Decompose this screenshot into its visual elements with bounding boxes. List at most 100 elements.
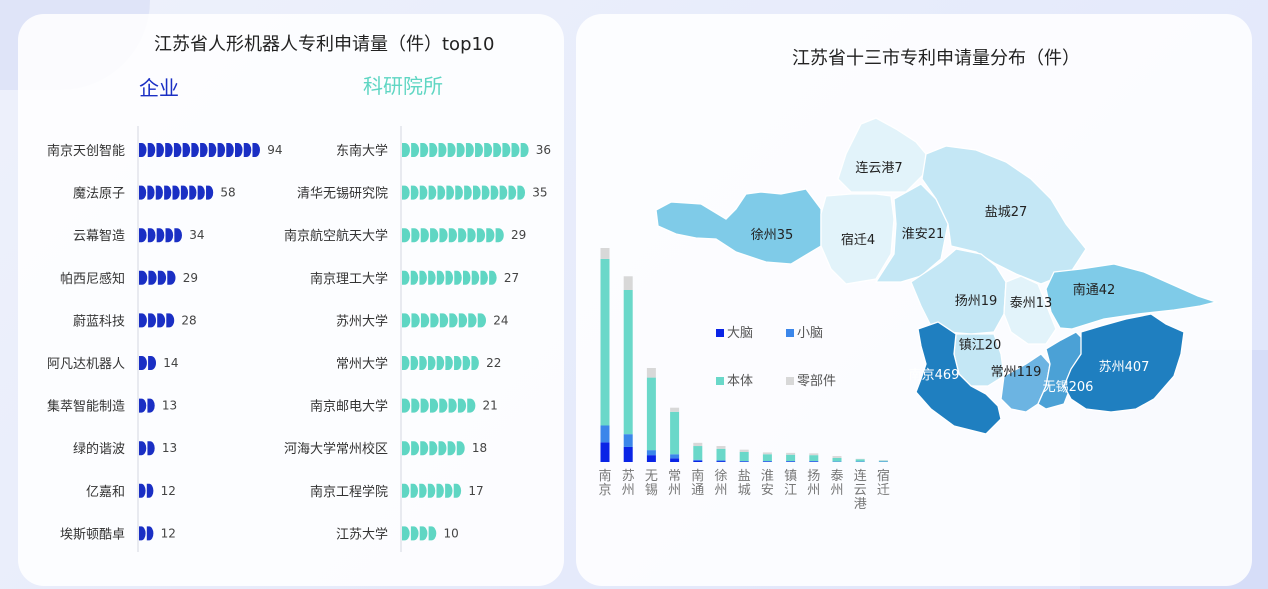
stacked-bar-segment-本体: [855, 459, 865, 462]
institute-bar-segment: [419, 356, 427, 370]
map-region-label: 连云港7: [855, 160, 902, 176]
enterprise-bar-segment: [147, 143, 156, 157]
enterprise-bar-segment: [139, 185, 147, 200]
city-axis-label: 无锡: [645, 469, 658, 498]
institute-bar-segment: [420, 441, 429, 456]
enterprise-bar-segment: [166, 313, 175, 328]
stacked-bar-segment-小脑: [693, 459, 703, 461]
enterprise-bar: [139, 313, 175, 328]
city-axis-label: 盐城: [738, 469, 751, 498]
institute-bar-segment: [436, 483, 444, 498]
stacked-bar-segment-本体: [600, 258, 610, 426]
stacked-bar-segment-本体: [670, 411, 680, 455]
stacked-bar-segment-本体: [623, 289, 633, 435]
institute-bar-segment: [447, 143, 456, 157]
institute-bar-segment: [480, 270, 488, 285]
enterprise-bar-segment: [173, 143, 182, 157]
map-region-宿迁: [820, 193, 895, 285]
stacked-bar-segment-零部件: [809, 453, 819, 456]
enterprise-bar: [139, 356, 157, 370]
stacked-bar-segment-本体: [809, 455, 819, 462]
enterprise-bar: [139, 526, 154, 541]
enterprise-bar-segment: [146, 526, 154, 541]
enterprise-bar-segment: [189, 185, 197, 200]
institute-bar-segment: [402, 356, 410, 370]
stacked-bar-segment-零部件: [716, 446, 726, 449]
stacked-bar-segment-零部件: [832, 456, 842, 458]
institute-value-label: 22: [486, 356, 501, 370]
city-axis-label: 淮安: [761, 469, 774, 498]
enterprise-bar-segment: [147, 398, 155, 413]
right-panel: 江苏省十三市专利申请量分布（件） 连云港7 徐州35 宿迁4 淮安21 盐城27 扬州19…: [576, 14, 1252, 586]
institute-bar-segment: [508, 185, 517, 200]
map-region-label: 泰州13: [1010, 296, 1053, 311]
institute-bar-segment: [429, 398, 439, 413]
enterprise-value-label: 28: [181, 313, 196, 327]
institute-bar-segment: [429, 441, 438, 456]
stacked-bar-segment-零部件: [762, 452, 772, 455]
institute-bar-segment: [449, 313, 458, 328]
enterprise-bar-segment: [148, 356, 157, 370]
institute-bar-segment: [420, 313, 430, 328]
institute-bar: [402, 441, 465, 456]
map-region-苏州: [1063, 313, 1185, 413]
map-region-徐州: [655, 188, 822, 265]
map-region-无锡: [1037, 331, 1087, 410]
institute-bar-segment: [462, 270, 471, 285]
institute-bar-segment: [458, 228, 467, 243]
institute-bar-segment: [471, 270, 480, 285]
city-axis-label: 南通: [691, 468, 704, 498]
enterprise-bar-segment: [139, 313, 147, 328]
institute-bar-segment: [456, 441, 465, 456]
institute-bar-segment: [467, 398, 476, 413]
institute-bar-segment: [445, 483, 453, 498]
institute-bar-segment: [439, 313, 449, 328]
institute-bar-segment: [464, 185, 472, 200]
enterprise-bar-segment: [180, 185, 189, 200]
institute-bar-segment: [495, 228, 504, 243]
enterprise-bar-segment: [217, 143, 226, 157]
institute-bar-segment: [410, 356, 419, 370]
enterprise-bar-segment: [200, 143, 208, 157]
enterprise-category-label: 魔法原子: [73, 187, 125, 202]
institute-category-label: 南京理工大学: [310, 271, 388, 287]
institute-bar: [402, 228, 504, 243]
map-region-label: 徐州35: [751, 228, 794, 243]
institute-bar-segment: [402, 483, 410, 498]
institute-category-label: 南京航空航天大学: [284, 228, 388, 244]
institute-bar-segment: [438, 441, 447, 456]
institute-bar-segment: [437, 185, 446, 200]
institute-bar-segment: [420, 143, 429, 157]
enterprise-bar-segment: [197, 185, 205, 200]
map-region-label: 扬州19: [955, 294, 998, 309]
institute-bar-segment: [419, 483, 427, 498]
enterprise-bar: [139, 441, 155, 456]
institute-bar-segment: [517, 185, 526, 200]
institute-heading: 科研院所: [363, 74, 443, 98]
enterprise-bar-segment: [147, 228, 156, 243]
enterprise-bar-segment: [165, 143, 173, 157]
stacked-bar-segment-零部件: [670, 407, 680, 412]
enterprise-bar-segment: [243, 143, 252, 157]
city-axis-label: 泰州: [830, 469, 843, 498]
enterprise-bar-segment: [147, 441, 155, 456]
enterprise-bar-segment: [208, 143, 217, 157]
left-panel: 江苏省人形机器人专利申请量（件）top10 企业 科研院所 南京天创智能 94 魔法…: [18, 14, 564, 586]
institute-bar-segment: [471, 356, 479, 370]
stacked-bar-segment-零部件: [739, 449, 749, 452]
enterprise-bar: [139, 270, 176, 285]
institute-bar-segment: [402, 526, 410, 541]
institute-bar-segment: [411, 441, 420, 456]
institute-bar-segment: [411, 143, 420, 157]
top10-bar-charts: 南京天创智能 94 魔法原子 58 云幕智造 34 帕西尼感知 29 蔚蓝科技 28 阿凡达机器人 1…: [47, 126, 551, 552]
stacked-bar-segment-本体: [646, 377, 656, 451]
enterprise-value-label: 58: [220, 186, 235, 200]
institute-bar-segment: [445, 356, 453, 370]
institute-bar: [402, 356, 479, 370]
stacked-bar-segment-本体: [878, 460, 888, 462]
enterprise-value-label: 12: [161, 484, 176, 498]
stacked-bar-segment-大脑: [716, 461, 726, 462]
institute-bar-segment: [454, 270, 462, 285]
institute-value-label: 27: [504, 271, 519, 285]
map-region-label: 南京469: [909, 367, 960, 383]
